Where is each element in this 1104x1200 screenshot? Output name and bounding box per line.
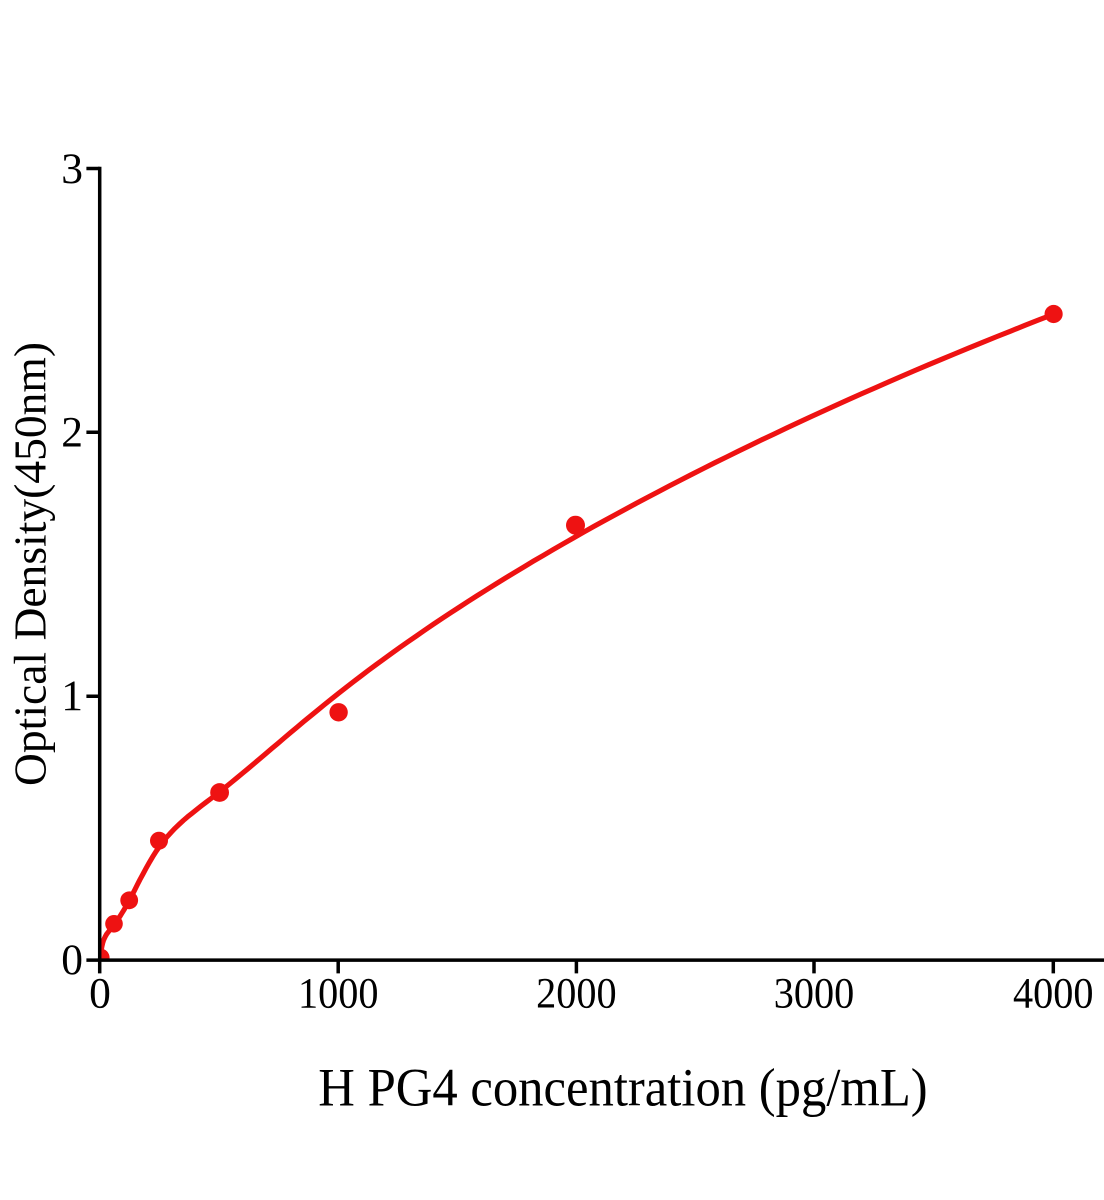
svg-text:0: 0 [61, 936, 83, 984]
svg-text:3000: 3000 [774, 970, 855, 1018]
svg-text:Optical Density(450nm): Optical Density(450nm) [4, 342, 55, 786]
svg-text:2000: 2000 [536, 970, 617, 1018]
svg-text:1: 1 [61, 672, 83, 720]
svg-text:1000: 1000 [298, 970, 379, 1018]
svg-text:4000: 4000 [1013, 970, 1094, 1018]
svg-text:0: 0 [89, 970, 111, 1018]
svg-text:2: 2 [61, 408, 83, 456]
svg-text:3: 3 [61, 145, 83, 193]
svg-text:H PG4 concentration (pg/mL): H PG4 concentration (pg/mL) [318, 1058, 927, 1118]
